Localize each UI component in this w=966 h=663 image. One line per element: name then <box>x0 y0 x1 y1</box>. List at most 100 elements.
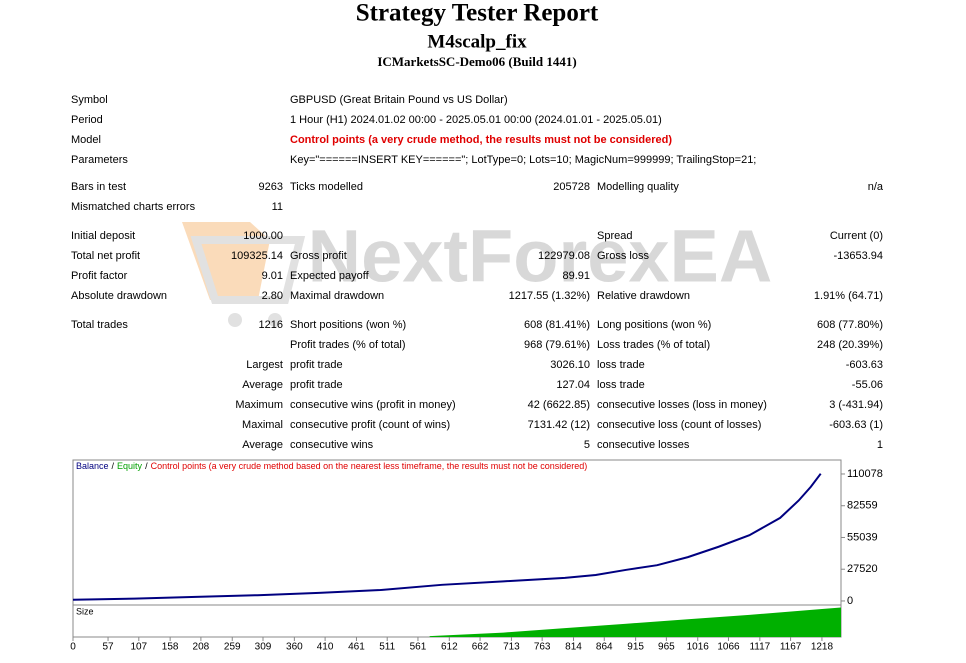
stat-label: Expected payoff <box>290 270 370 282</box>
balance-line <box>72 473 822 601</box>
stat-label: consecutive wins (profit in money) <box>290 399 456 411</box>
x-tick-label: 511 <box>379 642 395 653</box>
y-tick-label: 27520 <box>847 563 878 575</box>
info-value: GBPUSD (Great Britain Pound vs US Dollar… <box>290 94 508 106</box>
y-tick-label: 110078 <box>847 468 883 480</box>
stat-label: loss trade <box>597 379 645 391</box>
x-tick-label: 410 <box>317 642 334 653</box>
stat-value: Maximal <box>242 419 283 431</box>
stat-label: Gross loss <box>597 250 649 262</box>
x-tick-label: 763 <box>534 642 551 653</box>
legend-separator: / <box>145 461 148 471</box>
stat-value: Current (0) <box>830 230 883 242</box>
stat-label: profit trade <box>290 379 343 391</box>
stat-value: 968 (79.61%) <box>524 339 590 351</box>
stat-value: 127.04 <box>556 379 590 391</box>
size-area <box>429 607 841 637</box>
stat-label: loss trade <box>597 359 645 371</box>
x-tick-label: 713 <box>503 642 520 653</box>
stat-label: Long positions (won %) <box>597 319 711 331</box>
stat-label: consecutive loss (count of losses) <box>597 419 761 431</box>
stat-value: -13653.94 <box>833 250 883 262</box>
stat-value: 2.80 <box>262 290 283 302</box>
stat-label: Profit factor <box>71 270 128 282</box>
stat-label: Initial deposit <box>71 230 135 242</box>
stat-value: 1216 <box>259 319 283 331</box>
stat-value: 1217.55 (1.32%) <box>509 290 590 302</box>
x-tick-label: 158 <box>162 642 179 653</box>
y-tick-label: 55039 <box>847 531 878 543</box>
server: ICMarketsSC-Demo06 (Build 1441) <box>377 54 576 69</box>
x-tick-label: 1167 <box>780 642 802 653</box>
x-tick-label: 1066 <box>717 642 740 653</box>
chart-frame <box>72 459 842 638</box>
x-tick-label: 662 <box>472 642 489 653</box>
legend-separator: / <box>112 461 115 471</box>
size-label: Size <box>76 606 94 616</box>
stat-value: 1000.00 <box>243 230 283 242</box>
stat-value: -603.63 (1) <box>829 419 883 431</box>
stat-label: Loss trades (% of total) <box>597 339 710 351</box>
x-tick-label: 965 <box>658 642 675 653</box>
info-label: Parameters <box>71 154 128 166</box>
stat-value: Average <box>242 379 283 391</box>
stat-value: -55.06 <box>852 379 883 391</box>
x-tick-label: 208 <box>193 642 210 653</box>
x-tick-label: 612 <box>441 642 458 653</box>
info-label: Model <box>71 134 101 146</box>
stat-label: consecutive wins <box>290 439 374 451</box>
stat-label: Bars in test <box>71 181 126 193</box>
stat-label: Short positions (won %) <box>290 319 406 331</box>
y-tick-label: 0 <box>847 595 853 607</box>
info-value: Key="======INSERT KEY======"; LotType=0;… <box>290 154 756 166</box>
x-tick-label: 259 <box>224 642 241 653</box>
stat-value: 248 (20.39%) <box>817 339 883 351</box>
stat-value: 9263 <box>259 181 283 193</box>
x-tick-label: 107 <box>130 642 147 653</box>
stat-value: 42 (6622.85) <box>528 399 590 411</box>
stat-value: 7131.42 (12) <box>528 419 590 431</box>
x-tick-label: 309 <box>255 642 272 653</box>
stat-label: Modelling quality <box>597 181 679 193</box>
stat-label: Spread <box>597 230 632 242</box>
legend-entry: Equity <box>117 461 143 471</box>
stat-label: Gross profit <box>290 250 347 262</box>
legend-entry: Control points (a very crude method base… <box>151 461 588 471</box>
legend: Balance / Equity / Control points (a very cr… <box>76 461 587 471</box>
stat-value: 608 (77.80%) <box>817 319 883 331</box>
stat-label: Total trades <box>71 319 128 331</box>
stat-label: Absolute drawdown <box>71 290 167 302</box>
watermark-icon <box>182 222 306 327</box>
stat-value: 1.91% (64.71) <box>814 290 883 302</box>
x-tick-label: 814 <box>565 642 582 653</box>
stat-label: profit trade <box>290 359 343 371</box>
stat-label: consecutive losses <box>597 439 690 451</box>
x-tick-label: 1218 <box>811 642 834 653</box>
x-tick-label: 1016 <box>687 642 710 653</box>
stat-value: Largest <box>246 359 283 371</box>
stat-label: Relative drawdown <box>597 290 690 302</box>
stat-label: Mismatched charts errors <box>71 201 196 213</box>
info-value: Control points (a very crude method, the… <box>290 134 672 146</box>
stat-label: consecutive profit (count of wins) <box>290 419 450 431</box>
stat-label: Ticks modelled <box>290 181 363 193</box>
x-tick-label: 915 <box>627 642 644 653</box>
x-tick-label: 0 <box>70 642 76 653</box>
stat-value: 122979.08 <box>538 250 590 262</box>
stat-value: 11 <box>272 201 283 213</box>
watermark: NextForexEA <box>308 215 773 298</box>
info-label: Period <box>71 114 103 126</box>
info-label: Symbol <box>71 94 108 106</box>
x-tick-label: 360 <box>286 642 303 653</box>
stat-value: -603.63 <box>846 359 883 371</box>
stat-label: consecutive losses (loss in money) <box>597 399 767 411</box>
x-tick-label: 561 <box>410 642 427 653</box>
stat-value: 3 (-431.94) <box>829 399 883 411</box>
stat-value: 89.91 <box>562 270 590 282</box>
stat-value: 608 (81.41%) <box>524 319 590 331</box>
x-tick-label: 57 <box>102 642 114 653</box>
stat-label: Maximal drawdown <box>290 290 384 302</box>
title: Strategy Tester Report <box>356 0 599 27</box>
stat-value: 1 <box>877 439 883 451</box>
